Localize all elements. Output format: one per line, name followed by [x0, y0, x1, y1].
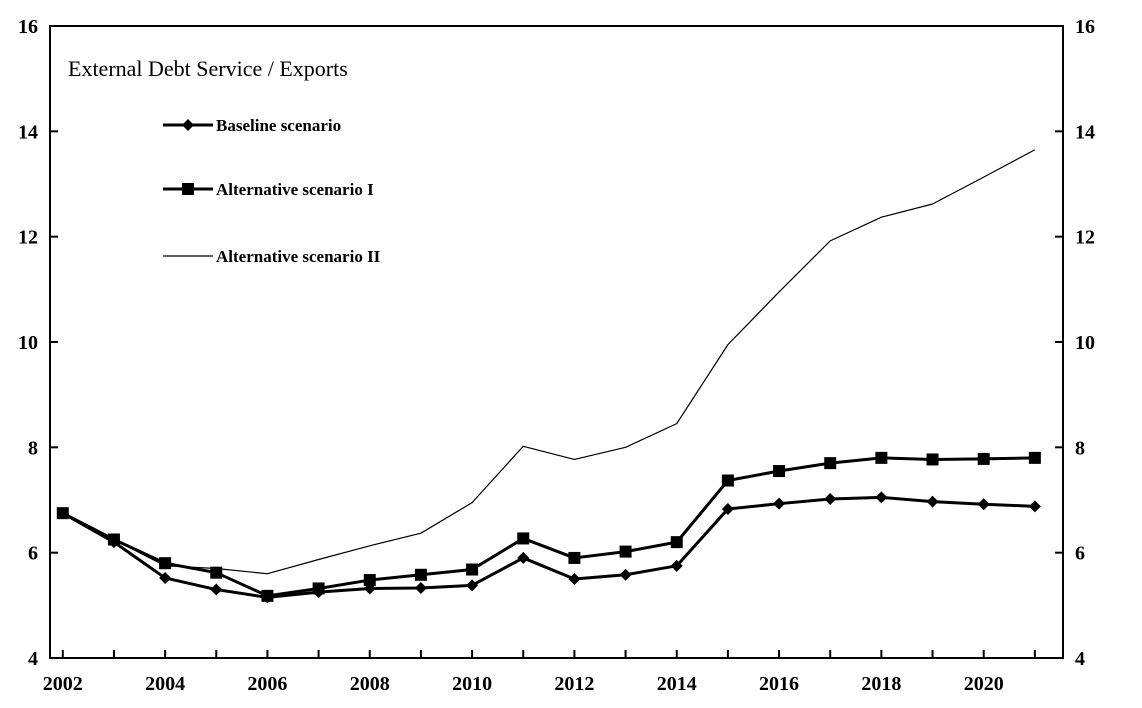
data-point: [568, 573, 581, 585]
legend-item: Alternative scenario II: [163, 247, 381, 266]
series-3: [62, 149, 1036, 575]
data-point: [670, 536, 683, 549]
x-tick-label: 2016: [759, 673, 799, 695]
data-point: [824, 457, 837, 470]
series-2: [56, 451, 1041, 602]
data-point: [414, 568, 427, 581]
data-point: [977, 498, 990, 511]
data-point: [466, 563, 479, 576]
legend: Baseline scenario Alternative scenario I A…: [163, 116, 381, 266]
y-tick-label-left: 8: [28, 437, 38, 459]
data-point: [414, 581, 427, 594]
plot-frame: [49, 25, 1064, 659]
x-tick-label: 2004: [145, 673, 185, 695]
data-point: [824, 492, 837, 505]
series-line: [62, 495, 1035, 599]
chart-title: External Debt Service / Exports: [68, 56, 348, 81]
y-tick-label-right: 10: [1075, 332, 1095, 354]
y-tick-label-left: 10: [18, 332, 38, 354]
x-tick-label: 2018: [861, 673, 901, 695]
data-point: [210, 583, 223, 596]
x-tick-label: 2002: [43, 673, 83, 695]
legend-swatch-marker: [182, 183, 194, 195]
data-point: [619, 545, 632, 558]
legend-swatch-marker: [182, 119, 194, 131]
data-point: [261, 589, 274, 602]
x-tick-label: 2020: [964, 673, 1004, 695]
legend-label: Baseline scenario: [216, 116, 341, 135]
y-tick-label-left: 14: [18, 121, 38, 143]
data-point: [926, 495, 939, 508]
y-tick-label-right: 12: [1075, 227, 1095, 249]
data-point: [1028, 451, 1041, 464]
x-tick-label: 2014: [657, 673, 697, 695]
data-point: [773, 497, 786, 510]
x-tick-label: 2012: [554, 673, 594, 695]
y-tick-label-left: 6: [28, 543, 38, 565]
legend-label: Alternative scenario I: [216, 180, 374, 199]
series-line: [62, 456, 1035, 598]
data-point: [670, 559, 683, 572]
y-tick-label-right: 4: [1075, 648, 1085, 670]
data-point: [312, 582, 325, 595]
data-point: [619, 568, 632, 581]
y-axis-right: 4 6 8 10 12 14 16: [1055, 16, 1095, 670]
x-tick-label: 2006: [247, 673, 287, 695]
series-line: [62, 149, 1036, 575]
x-tick-label: 2008: [350, 673, 390, 695]
data-point: [517, 551, 530, 564]
data-point: [159, 571, 172, 584]
legend-item: Baseline scenario: [163, 116, 341, 135]
data-point: [1028, 500, 1041, 513]
data-point: [517, 532, 530, 545]
data-point: [875, 451, 888, 464]
data-point: [875, 491, 888, 504]
legend-item: Alternative scenario I: [163, 180, 374, 199]
x-axis: 2002 2004 2006 2008 2010 2012 2014 2016 2018 2020: [43, 650, 1036, 695]
y-tick-label-right: 6: [1075, 543, 1085, 565]
data-point: [363, 574, 376, 587]
data-point: [926, 453, 939, 466]
y-tick-label-left: 16: [18, 16, 38, 38]
data-point: [56, 507, 69, 520]
data-point: [210, 566, 223, 579]
data-point: [466, 579, 479, 592]
legend-label: Alternative scenario II: [216, 247, 381, 266]
y-tick-label-left: 4: [28, 648, 38, 670]
series-layer: [56, 149, 1041, 604]
data-point: [568, 551, 581, 564]
y-tick-label-right: 8: [1075, 437, 1085, 459]
data-point: [721, 502, 734, 515]
data-point: [721, 474, 734, 487]
y-tick-label-right: 14: [1075, 121, 1095, 143]
y-tick-label-right: 16: [1075, 16, 1095, 38]
data-point: [773, 465, 786, 478]
x-tick-label: 2010: [452, 673, 492, 695]
data-point: [977, 452, 990, 465]
y-tick-label-left: 12: [18, 227, 38, 249]
y-axis-left: 4 6 8 10 12 14 16: [18, 16, 58, 670]
